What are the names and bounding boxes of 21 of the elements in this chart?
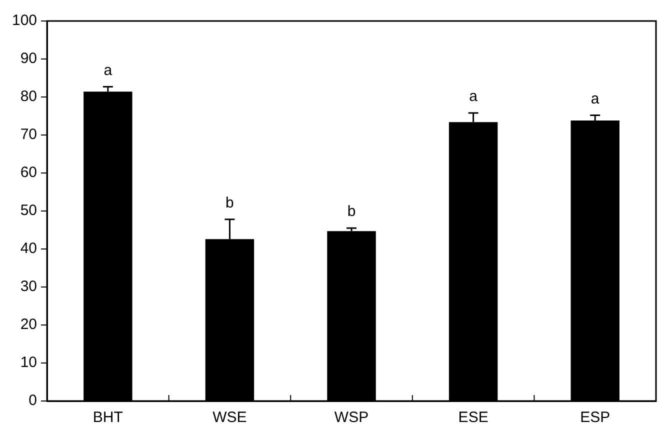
y-tick-label: 10	[20, 354, 38, 372]
annotation: a	[469, 88, 478, 106]
x-tick-label: WSP	[334, 409, 369, 426]
y-tick-label: 30	[20, 278, 38, 296]
annotation: b	[226, 194, 234, 212]
annotation: a	[104, 62, 113, 79]
y-tick-label: 70	[20, 126, 38, 144]
x-tick-label: ESE	[458, 409, 488, 426]
y-tick-label: 20	[20, 316, 38, 334]
annotation: a	[590, 90, 600, 108]
annotation: b	[347, 203, 356, 220]
y-tick-label: 60	[20, 164, 38, 182]
y-tick-label: 0	[28, 392, 38, 410]
x-tick-label: WSE	[212, 409, 247, 426]
y-tick-label: 50	[20, 202, 38, 220]
y-tick-label: 80	[20, 88, 38, 106]
y-tick-label: 40	[20, 240, 38, 258]
y-tick-label: 90	[20, 50, 38, 68]
y-tick-label: 100	[12, 12, 38, 30]
x-tick-label: ESP	[580, 409, 610, 426]
x-tick-label: BHT	[92, 409, 123, 426]
